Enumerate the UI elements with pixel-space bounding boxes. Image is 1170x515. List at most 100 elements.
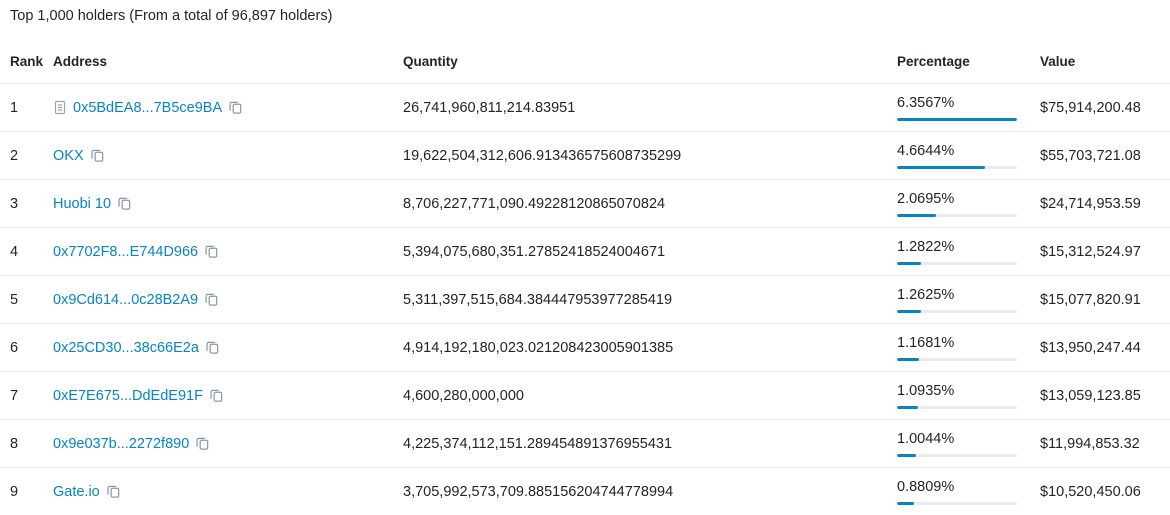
quantity-cell: 5,311,397,515,684.384447953977285419 [403, 275, 897, 324]
header-rank: Rank [0, 26, 53, 84]
copy-icon[interactable] [90, 148, 105, 163]
percentage-cell: 6.3567% [897, 95, 1040, 121]
quantity-cell: 5,394,075,680,351.27852418524004671 [403, 227, 897, 276]
copy-icon[interactable] [204, 292, 219, 307]
quantity-cell: 4,914,192,180,023.021208423005901385 [403, 323, 897, 372]
copy-icon[interactable] [228, 100, 243, 115]
value-cell: $11,994,853.32 [1040, 419, 1170, 468]
percentage-text: 1.2822% [897, 238, 955, 255]
address-link[interactable]: 0x9e037b...2272f890 [53, 435, 190, 452]
copy-icon[interactable] [106, 484, 121, 499]
quantity-cell: 19,622,504,312,606.913436575608735299 [403, 131, 897, 180]
percentage-text: 1.2625% [897, 286, 955, 303]
percentage-bar [897, 405, 1017, 409]
percentage-bar-fill [897, 357, 920, 361]
header-percentage: Percentage [897, 26, 1040, 84]
percentage-cell: 0.8809% [897, 479, 1040, 505]
table-row: 4 0x7702F8...E744D966 [0, 227, 1170, 276]
percentage-bar [897, 357, 1017, 361]
percentage-text: 1.1681% [897, 334, 955, 351]
rank-cell: 9 [0, 467, 53, 515]
address-link[interactable]: 0x7702F8...E744D966 [53, 243, 199, 260]
address-cell: 0x9Cd614...0c28B2A9 [53, 292, 403, 308]
percentage-cell: 1.2822% [897, 239, 1040, 265]
address-cell: 0x9e037b...2272f890 [53, 436, 403, 452]
header-quantity: Quantity [403, 26, 897, 84]
table-row: 2 OKX [0, 131, 1170, 180]
page-title: Top 1,000 holders (From a total of 96,89… [10, 8, 333, 24]
percentage-bar [897, 453, 1017, 457]
value-cell: $13,059,123.85 [1040, 371, 1170, 420]
value-cell: $75,914,200.48 [1040, 83, 1170, 132]
percentage-cell: 1.1681% [897, 335, 1040, 361]
header-address: Address [53, 26, 403, 84]
address-cell: 0x25CD30...38c66E2a [53, 340, 403, 356]
percentage-bar [897, 309, 1017, 313]
address-link[interactable]: OKX [53, 147, 84, 164]
copy-icon[interactable] [195, 436, 210, 451]
table-row: 5 0x9Cd614...0c28B2A9 [0, 275, 1170, 324]
percentage-bar-fill [897, 453, 916, 457]
value-cell: $24,714,953.59 [1040, 179, 1170, 228]
rank-cell: 8 [0, 419, 53, 468]
copy-icon[interactable] [117, 196, 132, 211]
rank-cell: 2 [0, 131, 53, 180]
document-icon [53, 100, 67, 115]
table-header-row: Rank Address Quantity Percentage Value [0, 26, 1170, 84]
percentage-text: 1.0044% [897, 430, 955, 447]
table-row: 7 0xE7E675...DdEdE91F [0, 371, 1170, 420]
rank-cell: 1 [0, 83, 53, 132]
value-cell: $15,077,820.91 [1040, 275, 1170, 324]
address-link[interactable]: Huobi 10 [53, 195, 112, 212]
quantity-cell: 8,706,227,771,090.49228120865070824 [403, 179, 897, 228]
holders-table-body: 1 0x5BdEA8...7B5ce9BA [0, 83, 1170, 515]
table-row: 8 0x9e037b...2272f890 [0, 419, 1170, 468]
percentage-bar-fill [897, 213, 937, 217]
percentage-bar-fill [897, 501, 914, 505]
address-link[interactable]: 0x9Cd614...0c28B2A9 [53, 291, 199, 308]
value-cell: $15,312,524.97 [1040, 227, 1170, 276]
address-cell: 0xE7E675...DdEdE91F [53, 388, 403, 404]
percentage-text: 1.0935% [897, 382, 955, 399]
address-link[interactable]: 0x5BdEA8...7B5ce9BA [73, 99, 223, 116]
table-row: 6 0x25CD30...38c66E2a [0, 323, 1170, 372]
address-cell: OKX [53, 148, 403, 164]
address-link[interactable]: 0xE7E675...DdEdE91F [53, 387, 203, 404]
percentage-bar [897, 213, 1017, 217]
value-cell: $55,703,721.08 [1040, 131, 1170, 180]
rank-cell: 7 [0, 371, 53, 420]
percentage-bar-fill [897, 117, 1017, 121]
percentage-bar [897, 261, 1017, 265]
percentage-cell: 1.0044% [897, 431, 1040, 457]
percentage-text: 4.6644% [897, 142, 955, 159]
copy-icon[interactable] [205, 340, 220, 355]
percentage-text: 2.0695% [897, 190, 955, 207]
rank-cell: 3 [0, 179, 53, 228]
holders-table: Rank Address Quantity Percentage Value 1… [0, 26, 1170, 515]
percentage-cell: 2.0695% [897, 191, 1040, 217]
quantity-cell: 3,705,992,573,709.885156204744778994 [403, 467, 897, 515]
value-cell: $10,520,450.06 [1040, 467, 1170, 515]
rank-cell: 4 [0, 227, 53, 276]
copy-icon[interactable] [209, 388, 224, 403]
address-cell: 0x5BdEA8...7B5ce9BA [53, 100, 403, 116]
address-cell: Huobi 10 [53, 196, 403, 212]
address-cell: Gate.io [53, 484, 403, 500]
quantity-cell: 4,600,280,000,000 [403, 371, 897, 420]
percentage-cell: 4.6644% [897, 143, 1040, 169]
quantity-cell: 26,741,960,811,214.83951 [403, 83, 897, 132]
percentage-text: 6.3567% [897, 94, 955, 111]
address-link[interactable]: Gate.io [53, 483, 100, 500]
header-value: Value [1040, 26, 1170, 84]
value-cell: $13,950,247.44 [1040, 323, 1170, 372]
rank-cell: 5 [0, 275, 53, 324]
copy-icon[interactable] [204, 244, 219, 259]
percentage-bar-fill [897, 261, 922, 265]
address-link[interactable]: 0x25CD30...38c66E2a [53, 339, 199, 356]
percentage-bar-fill [897, 165, 986, 169]
quantity-cell: 4,225,374,112,151.289454891376955431 [403, 419, 897, 468]
percentage-bar-fill [897, 309, 921, 313]
table-row: 9 Gate.io [0, 467, 1170, 515]
table-row: 1 0x5BdEA8...7B5ce9BA [0, 83, 1170, 132]
percentage-bar [897, 117, 1017, 121]
